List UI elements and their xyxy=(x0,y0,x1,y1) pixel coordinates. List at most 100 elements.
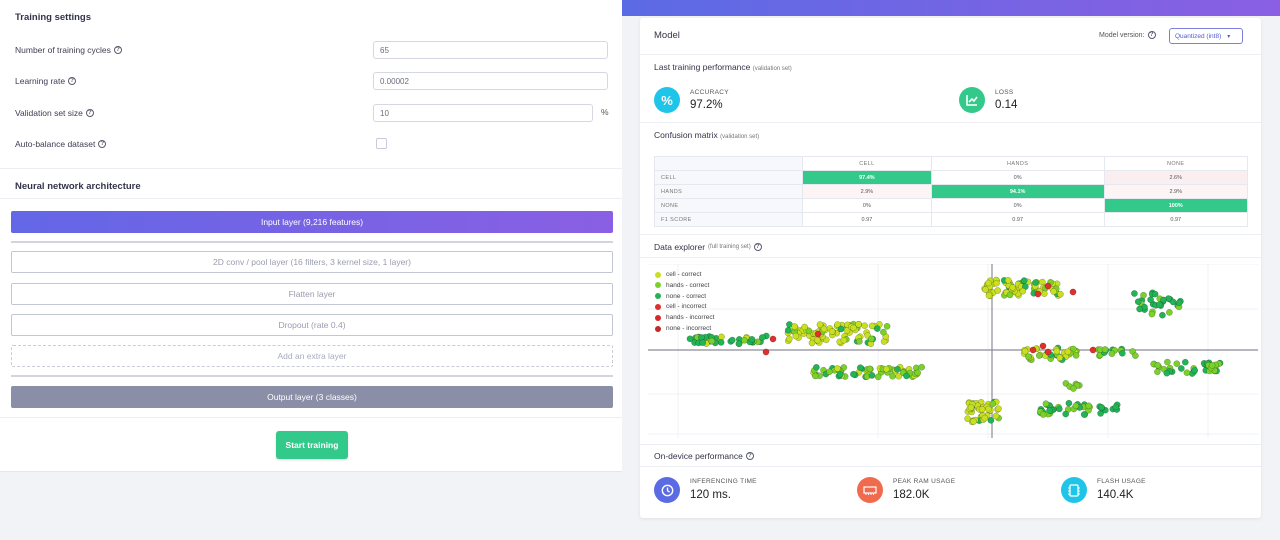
data-point xyxy=(792,332,800,340)
validation-size-input[interactable]: 10 xyxy=(373,104,593,122)
divider xyxy=(640,466,1261,467)
auto-balance-checkbox[interactable] xyxy=(376,138,387,149)
data-point xyxy=(1148,310,1156,318)
data-point xyxy=(1163,369,1171,377)
start-training-button[interactable]: Start training xyxy=(276,431,348,459)
data-point xyxy=(1062,410,1070,418)
divider xyxy=(0,417,622,418)
data-point xyxy=(1183,369,1191,377)
ram-value: 182.0K xyxy=(893,489,930,501)
data-point xyxy=(874,373,882,381)
data-point xyxy=(1101,346,1109,353)
column-header: CELL xyxy=(802,156,932,171)
legend-item: hands - correct xyxy=(655,282,709,289)
accuracy-label: ACCURACY xyxy=(690,89,729,96)
data-point xyxy=(1140,291,1147,299)
data-point xyxy=(989,400,997,408)
data-point xyxy=(1151,290,1159,298)
table-cell: 0.97 xyxy=(802,212,932,227)
auto-balance-label: Auto-balance dataset ? xyxy=(15,139,107,149)
data-explorer-title: Data explorer (full training set) ? xyxy=(654,242,762,252)
model-version-select[interactable]: Quantized (int8) ▾ xyxy=(1169,28,1243,44)
data-point xyxy=(813,363,820,371)
data-point xyxy=(982,286,989,293)
table-header-row: CELL HANDS NONE xyxy=(654,156,1248,171)
table-cell: 0% xyxy=(930,170,1105,185)
learning-rate-label: Learning rate ? xyxy=(15,76,77,86)
data-point xyxy=(814,336,821,344)
data-point xyxy=(1085,402,1092,410)
add-layer-button[interactable]: Add an extra layer xyxy=(11,345,613,367)
help-icon[interactable]: ? xyxy=(68,77,77,85)
conv-pool-layer[interactable]: 2D conv / pool layer (16 filters, 3 kern… xyxy=(11,251,613,273)
help-icon[interactable]: ? xyxy=(113,46,122,54)
data-point xyxy=(837,325,845,333)
legend-label: cell - correct xyxy=(666,271,702,278)
data-point xyxy=(834,365,841,372)
data-point xyxy=(1021,347,1029,355)
data-point xyxy=(826,368,833,376)
legend-label: hands - incorrect xyxy=(666,314,715,322)
help-icon[interactable]: ? xyxy=(745,452,754,460)
data-point xyxy=(1044,282,1052,290)
learning-rate-input[interactable]: 0.00002 xyxy=(373,72,608,90)
confusion-matrix-table: CELL HANDS NONE CELL 97.4% 0% 2.6% HANDS… xyxy=(654,156,1248,227)
data-point xyxy=(1065,399,1073,407)
data-point xyxy=(811,372,819,380)
data-point xyxy=(850,324,857,332)
data-point xyxy=(805,327,813,335)
row-header: CELL xyxy=(654,170,803,185)
training-settings-title: Training settings xyxy=(15,12,92,23)
flash-label: FLASH USAGE xyxy=(1097,478,1146,485)
data-point xyxy=(985,279,992,287)
help-icon[interactable]: ? xyxy=(753,243,762,251)
data-point xyxy=(1053,347,1061,355)
table-cell: 0.97 xyxy=(930,212,1105,227)
ram-icon xyxy=(857,477,883,503)
data-point xyxy=(1134,298,1142,306)
data-point xyxy=(883,322,891,330)
help-icon[interactable]: ? xyxy=(85,109,94,117)
data-point xyxy=(1044,348,1052,356)
legend-label: none - correct xyxy=(666,292,707,300)
data-point xyxy=(1025,353,1032,360)
data-point xyxy=(883,365,890,373)
divider xyxy=(640,54,1261,55)
table-cell: 0% xyxy=(802,198,932,213)
data-point xyxy=(1131,290,1138,297)
row-header: F1 SCORE xyxy=(654,212,803,227)
data-point xyxy=(686,335,694,343)
table-cell: 97.4% xyxy=(802,170,932,185)
table-row: HANDS 2.9% 94.1% 2.9% xyxy=(654,184,1248,199)
data-point xyxy=(1098,404,1105,411)
training-cycles-input[interactable]: 65 xyxy=(373,41,608,59)
chevron-down-icon: ▾ xyxy=(1227,33,1231,40)
data-point xyxy=(836,371,844,378)
data-point xyxy=(1069,288,1077,296)
output-layer[interactable]: Output layer (3 classes) xyxy=(11,386,613,408)
data-point xyxy=(1181,358,1189,366)
data-point xyxy=(1154,361,1162,369)
flatten-layer[interactable]: Flatten layer xyxy=(11,283,613,305)
data-point xyxy=(985,405,992,413)
data-point xyxy=(820,325,828,333)
nn-architecture-title: Neural network architecture xyxy=(15,181,141,192)
data-point xyxy=(873,325,881,332)
data-point xyxy=(1089,346,1097,354)
data-point xyxy=(855,338,863,345)
data-point xyxy=(741,336,748,344)
data-point xyxy=(903,372,910,380)
dropout-layer[interactable]: Dropout (rate 0.4) xyxy=(11,314,613,336)
help-icon[interactable]: ? xyxy=(1147,31,1156,39)
data-point xyxy=(1177,365,1185,372)
help-icon[interactable]: ? xyxy=(98,140,107,148)
table-cell: 94.1% xyxy=(930,184,1105,199)
data-point xyxy=(1056,354,1064,362)
data-point xyxy=(992,412,1000,420)
input-layer[interactable]: Input layer (9,216 features) xyxy=(11,211,613,233)
data-point xyxy=(1064,348,1072,356)
legend-item: hands - incorrect xyxy=(655,314,714,321)
layer-separator xyxy=(11,375,613,377)
data-point xyxy=(1136,305,1143,313)
data-explorer-plot[interactable] xyxy=(648,264,1258,438)
